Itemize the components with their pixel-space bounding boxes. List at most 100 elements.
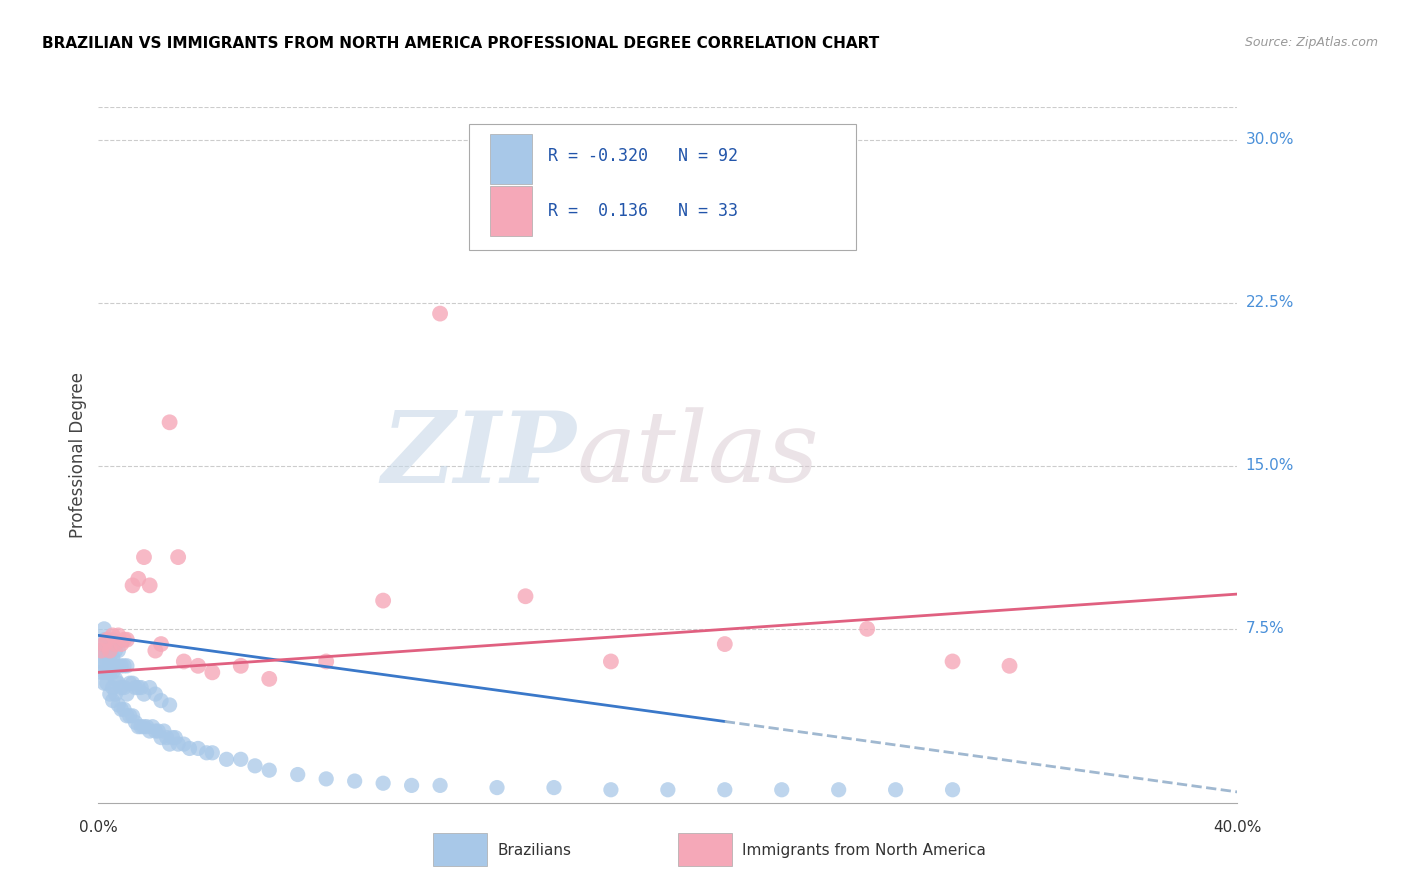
Point xyxy=(315,772,337,786)
Point xyxy=(107,643,129,657)
Point xyxy=(998,658,1021,673)
Point xyxy=(107,698,129,712)
Point xyxy=(93,655,115,669)
Point xyxy=(107,628,129,642)
Point xyxy=(115,632,138,647)
Point xyxy=(132,550,155,565)
Point xyxy=(90,655,112,669)
Point xyxy=(153,724,176,739)
Point xyxy=(93,637,115,651)
Point xyxy=(148,724,170,739)
Point xyxy=(138,724,160,739)
Point xyxy=(90,643,112,657)
Point xyxy=(127,681,149,695)
Point xyxy=(104,637,127,651)
Point xyxy=(173,737,195,751)
Point xyxy=(150,731,173,745)
Point xyxy=(828,782,851,797)
Point xyxy=(104,658,127,673)
Point xyxy=(96,632,118,647)
Point xyxy=(165,731,187,745)
Point xyxy=(115,708,138,723)
Text: 40.0%: 40.0% xyxy=(1213,821,1261,835)
Point xyxy=(107,658,129,673)
Point xyxy=(543,780,565,795)
Point xyxy=(121,676,143,690)
Point xyxy=(714,637,737,651)
Point xyxy=(98,637,121,651)
Point xyxy=(112,632,135,647)
Point xyxy=(104,672,127,686)
Point xyxy=(657,782,679,797)
Point xyxy=(107,676,129,690)
FancyBboxPatch shape xyxy=(491,186,533,236)
Point xyxy=(90,643,112,657)
Point xyxy=(110,702,132,716)
Point xyxy=(112,658,135,673)
Point xyxy=(121,578,143,592)
Point xyxy=(132,687,155,701)
Point xyxy=(129,681,152,695)
Point xyxy=(486,780,509,795)
Point xyxy=(287,767,309,781)
Text: R =  0.136   N = 33: R = 0.136 N = 33 xyxy=(548,202,738,220)
Point xyxy=(127,572,149,586)
Point xyxy=(104,643,127,657)
Point xyxy=(229,658,252,673)
Text: 7.5%: 7.5% xyxy=(1246,622,1284,636)
Text: 30.0%: 30.0% xyxy=(1246,132,1294,147)
Point xyxy=(229,752,252,766)
Point xyxy=(93,632,115,647)
Point xyxy=(118,676,141,690)
Point xyxy=(112,702,135,716)
Point xyxy=(150,637,173,651)
Text: atlas: atlas xyxy=(576,408,820,502)
Text: Immigrants from North America: Immigrants from North America xyxy=(742,843,986,857)
Point xyxy=(799,154,821,169)
Point xyxy=(93,622,115,636)
Point xyxy=(115,658,138,673)
Point xyxy=(515,589,537,603)
Point xyxy=(138,578,160,592)
Text: 15.0%: 15.0% xyxy=(1246,458,1294,474)
Point xyxy=(187,741,209,756)
Text: R = -0.320   N = 92: R = -0.320 N = 92 xyxy=(548,147,738,165)
Point xyxy=(259,763,281,777)
Point xyxy=(429,307,451,321)
Point xyxy=(101,650,124,665)
Point xyxy=(96,632,118,647)
Text: BRAZILIAN VS IMMIGRANTS FROM NORTH AMERICA PROFESSIONAL DEGREE CORRELATION CHART: BRAZILIAN VS IMMIGRANTS FROM NORTH AMERI… xyxy=(42,36,879,51)
Point xyxy=(96,655,118,669)
Point xyxy=(179,741,201,756)
Point xyxy=(173,655,195,669)
Point xyxy=(101,665,124,680)
FancyBboxPatch shape xyxy=(468,124,856,250)
Point xyxy=(93,643,115,657)
Point xyxy=(884,782,907,797)
Point xyxy=(150,693,173,707)
Point xyxy=(856,622,879,636)
Point xyxy=(942,782,965,797)
Point xyxy=(101,693,124,707)
Point xyxy=(141,720,163,734)
Text: 0.0%: 0.0% xyxy=(79,821,118,835)
Point xyxy=(93,676,115,690)
Point xyxy=(96,676,118,690)
Point xyxy=(187,658,209,673)
Point xyxy=(259,672,281,686)
Point xyxy=(145,687,167,701)
Point xyxy=(112,681,135,695)
Point xyxy=(98,687,121,701)
Point xyxy=(110,658,132,673)
Point xyxy=(145,643,167,657)
Point xyxy=(159,698,181,712)
Point xyxy=(600,655,623,669)
Point xyxy=(373,593,395,607)
Point xyxy=(129,720,152,734)
FancyBboxPatch shape xyxy=(491,134,533,185)
Point xyxy=(429,778,451,792)
Point xyxy=(156,731,179,745)
Point xyxy=(159,415,181,429)
Point xyxy=(162,731,184,745)
Point xyxy=(315,655,337,669)
